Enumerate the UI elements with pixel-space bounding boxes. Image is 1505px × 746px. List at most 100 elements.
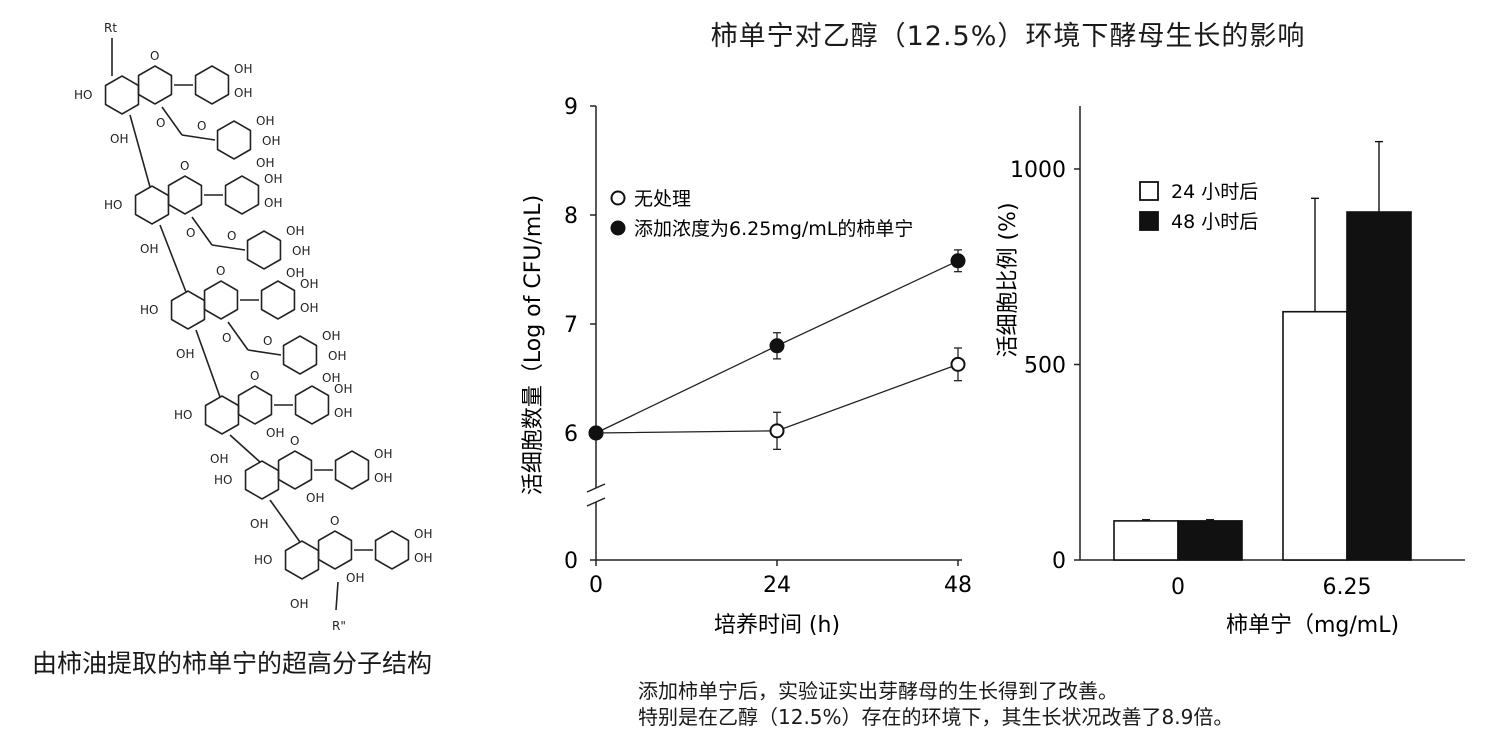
a-ring [170, 290, 206, 330]
data-point [950, 356, 966, 372]
legend-marker [610, 220, 626, 236]
axis-break-mark [586, 497, 606, 507]
y-tick-label: 8 [564, 204, 578, 229]
atom-label: HO [254, 553, 272, 567]
c-ring [317, 530, 353, 570]
atom-label: OH [234, 86, 252, 100]
data-point [769, 423, 785, 439]
data-point [769, 338, 785, 354]
b-ring [224, 175, 260, 215]
atom-label: OH [414, 527, 432, 541]
atom-label: OH [374, 471, 392, 485]
conclusion-line-1: 添加柿单宁后，实验证实出芽酵母的生长得到了改善。 [638, 679, 1118, 703]
x-tick-label: 6.25 [1323, 575, 1372, 600]
atom-label: OH [264, 196, 282, 210]
bond [229, 434, 261, 463]
bond [161, 106, 183, 136]
atom-label: O [156, 116, 165, 130]
a-ring [104, 75, 140, 115]
atom-label: O [150, 49, 159, 63]
y-axis-label: 活细胞数量（Log of CFU/mL) [521, 195, 546, 495]
atom-label: O [197, 119, 206, 133]
b-ring [260, 280, 296, 320]
x-tick-label: 48 [944, 573, 972, 598]
atom-label: O [186, 226, 195, 240]
atom-label: OH [374, 447, 392, 461]
atom-label-rt: Rt [104, 21, 117, 35]
atom-label: O [263, 334, 272, 348]
atom-label: OH [234, 62, 252, 76]
y-tick-label: 500 [1024, 354, 1066, 379]
atom-label: OH [414, 551, 432, 565]
atom-label: HO [104, 198, 122, 212]
atom-label: OH [176, 347, 194, 361]
b-ring [294, 385, 330, 425]
x-axis-label: 培养时间 (h) [714, 613, 840, 638]
bar [1346, 211, 1412, 561]
legend-label: 24 小时后 [1171, 181, 1258, 203]
atom-label: OH [334, 406, 352, 420]
c-ring [237, 385, 273, 425]
atom-label: OH [262, 134, 280, 148]
atom-label: OH [306, 491, 324, 505]
atom-label: OH [322, 371, 340, 385]
legend-swatch [1139, 211, 1159, 231]
x-tick-label: 0 [1171, 575, 1185, 600]
bond [191, 216, 213, 246]
atom-label: OH [300, 277, 318, 291]
atom-label: OH [110, 132, 128, 146]
legend-label: 48 小时后 [1171, 211, 1258, 233]
atom-label: OH [256, 114, 274, 128]
data-point [950, 253, 966, 269]
atom-label: O [227, 229, 236, 243]
y-axis-label: 活细胞比例 (%) [996, 202, 1021, 357]
atom-label: O [330, 514, 339, 528]
b-ring [374, 530, 410, 570]
atom-label: OH [210, 452, 228, 466]
atom-label: OH [346, 571, 364, 585]
b-ring [334, 450, 370, 490]
conclusion-text: 添加柿单宁后，实验证实出芽酵母的生长得到了改善。 特别是在乙醇（12.5%）存在… [638, 678, 1233, 730]
c-ring [203, 280, 239, 320]
atom-label: O [180, 159, 189, 173]
bar [1113, 520, 1179, 561]
atom-label: OH [292, 244, 310, 258]
y-tick-label: 6 [564, 422, 578, 447]
bond [195, 329, 221, 398]
atom-label: O [222, 331, 231, 345]
galloyl-ring [246, 230, 282, 270]
conclusion-line-2: 特别是在乙醇（12.5%）存在的环境下，其生长状况改善了8.9倍。 [638, 705, 1234, 729]
atom-label: OH [328, 349, 346, 363]
galloyl-ring [216, 120, 252, 160]
legend-marker [610, 190, 626, 206]
atom-label: OH [264, 172, 282, 186]
legend-label: 无处理 [634, 188, 691, 210]
atom-label-r: R" [332, 619, 346, 633]
bond [181, 134, 216, 141]
atom-label: OH [140, 242, 158, 256]
atom-label: OH [300, 301, 318, 315]
bond [247, 349, 282, 356]
atom-label: OH [286, 266, 304, 280]
y-tick-label: 1000 [1010, 158, 1066, 183]
axis-break-mark [586, 483, 606, 493]
x-tick-label: 24 [763, 573, 791, 598]
a-ring [244, 460, 280, 500]
atom-label: HO [214, 473, 232, 487]
c-ring [137, 65, 173, 105]
line-chart: 0 6 7 8 9 0 24 48 培养时间 (h) 活细胞数量（Log of CFU/mL) 无处… [521, 95, 972, 638]
bar-chart: 0 500 1000 0 6.25 柿单宁（mg/mL) 活细胞比例 (%) 24 小时后 48… [996, 106, 1465, 638]
data-point [588, 425, 604, 441]
bond [211, 244, 246, 251]
atom-label: HO [174, 408, 192, 422]
atom-label: OH [334, 382, 352, 396]
legend-label: 添加浓度为6.25mg/mL的柿单宁 [634, 218, 913, 240]
bond [335, 581, 339, 611]
legend-swatch [1139, 181, 1159, 201]
atom-label: OH [286, 224, 304, 238]
bond [129, 114, 151, 188]
atom-label: HO [74, 88, 92, 102]
y-tick-label: 7 [564, 313, 578, 338]
atom-label: O [216, 264, 225, 278]
